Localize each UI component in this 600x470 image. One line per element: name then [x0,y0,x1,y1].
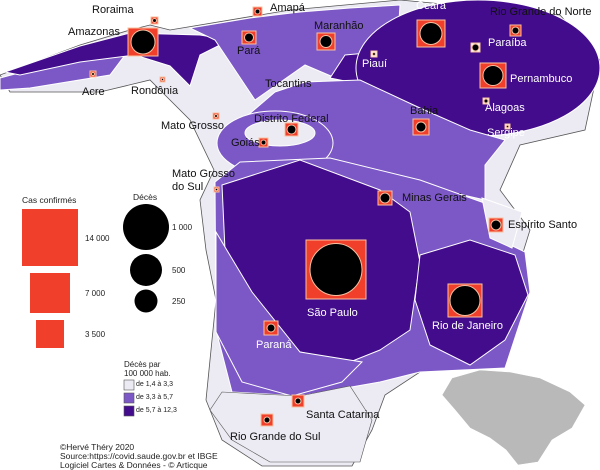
label-mato-grosso: Mato Grosso [161,120,224,132]
marker-rondonia [159,76,166,83]
label-goias: Goiás [231,137,260,149]
label-alagoas: Alagoas [485,102,525,114]
label-rondonia: Rondônia [131,85,179,97]
label-amazonas: Amazonas [68,26,120,38]
label-bahia: Bahia [410,105,439,117]
label-sao-paulo: São Paulo [307,307,358,319]
label-acre: Acre [82,86,105,98]
legend-death-circle-large [123,204,169,250]
label-ceara: Ceará [416,0,446,12]
legend-case-square-large [22,209,78,266]
legend-deaths-value: 250 [172,297,186,306]
legend-rate-low: de 1,4 à 3,3 [136,381,173,388]
label-rio-grande-do-sul: Rio Grande do Sul [230,431,321,443]
marker-minas [377,190,393,206]
marker-amazonas [127,27,159,57]
legend-rate-title: Décès par [124,360,161,369]
marker-roraima [150,16,159,25]
label-paraiba: Paraíba [488,37,527,49]
legend-cases-value: 3 500 [85,330,106,339]
label-rio-de-janeiro: Rio de Janeiro [432,320,503,332]
label-parana: Paraná [256,339,292,351]
label-sergipe: Sergipe [487,127,525,139]
marker-rgn [509,24,522,37]
marker-piaui [370,50,378,58]
label-maranhao: Maranhão [314,20,364,32]
legend-rate-high-swatch [123,405,135,417]
legend-case-square-medium [30,273,70,313]
legend-rate-low-swatch [123,379,135,391]
region-south-low [209,385,373,463]
legend-death-circle-medium [130,254,162,286]
legend-rate-title: 100 000 hab. [124,369,171,378]
marker-alagoas [482,97,490,105]
marker-goias [258,137,269,148]
label-minas-gerais: Minas Gerais [402,192,467,204]
legend-deaths-title: Décès [133,192,158,202]
marker-parana [263,320,279,336]
label-espirito-santo: Espírito Santo [508,219,578,231]
marker-pernambuco [479,62,507,89]
label-tocantins: Tocantins [265,78,312,90]
credit-author: ©Hervé Théry 2020 [60,442,135,452]
legend-cases-value: 7 000 [85,289,106,298]
marker-amapa [252,6,263,17]
marker-sp [305,239,367,300]
label-piaui: Piauí [362,58,388,70]
marker-para [241,30,257,45]
marker-paraiba [470,42,481,53]
marker-bahia [412,118,430,136]
legend-case-square-small [36,320,64,348]
credit-software: Logiciel Cartes & Données - © Articque [60,460,208,470]
legend-cases-value: 14 000 [85,234,110,243]
marker-maranhao [316,32,336,51]
marker-ms [213,186,220,193]
brazil-inset-map [441,369,586,466]
label-ms-line2: do Sul [172,181,204,193]
label-para: Pará [237,45,261,57]
legend-rate-mid-swatch [123,392,135,404]
legend-death-circle-small [134,289,158,313]
marker-mato-grosso [212,112,220,120]
marker-acre [89,70,97,78]
legend-symbols [22,204,169,417]
credits: ©Hervé Théry 2020 Source:https://covid.s… [60,443,218,470]
label-pernambuco: Pernambuco [510,73,573,85]
region-parana [215,230,364,397]
legend-cases-title: Cas confirmés [22,195,77,205]
label-roraima: Roraima [92,4,134,16]
label-distrito-federal: Distrito Federal [254,113,329,125]
legend-rate-mid: de 3,3 à 5,7 [136,394,173,401]
marker-es [488,217,504,233]
region-amazonas [3,32,232,87]
label-santa-catarina: Santa Catarina [306,409,380,421]
marker-df [284,122,299,137]
markers [89,6,522,427]
label-rgn: Rio Grande do Norte [490,6,592,18]
marker-sergipe [504,123,511,130]
marker-rgs [260,413,274,427]
label-ms-line1: Mato Grosso [172,168,235,180]
legend-deaths-value: 1 000 [172,223,193,232]
credit-source: Source:https://covid.saude.gov.br et IBG… [60,451,218,461]
marker-sc [291,394,305,408]
legend-rate-high: de 5,7 à 12,3 [136,407,177,414]
label-amapa: Amapá [270,2,305,14]
marker-rj [447,283,483,318]
marker-ceara [416,19,446,48]
legend-deaths-value: 500 [172,266,186,275]
